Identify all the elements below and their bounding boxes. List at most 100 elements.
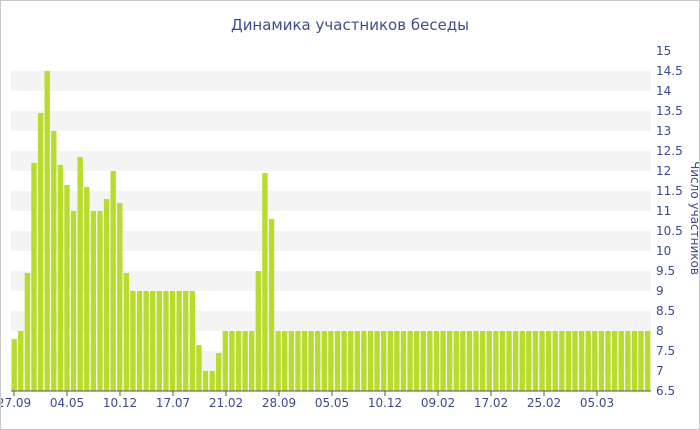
bar [117,203,123,391]
y-tick-label: 6.5 [656,384,675,398]
chart-title: Динамика участников беседы [231,16,469,34]
bar [202,371,209,391]
background-band [11,111,651,131]
bar [123,273,130,391]
x-tick-label: 04.05 [50,396,84,410]
bar [143,291,149,391]
bar [222,331,229,391]
bar [163,291,169,391]
bar [315,331,321,391]
bar [532,331,539,391]
bar [301,331,308,391]
bar [618,331,624,391]
bar [413,331,420,391]
bar [255,271,262,391]
y-tick-label: 12 [656,164,671,178]
bar [407,331,413,391]
x-tick-label: 10.12 [368,396,402,410]
y-tick-label: 10.5 [656,224,683,238]
bar [44,71,50,391]
bar [70,211,77,391]
bar [585,331,591,391]
x-tick-label: 17.02 [474,396,508,410]
x-tick-label: 05.05 [315,396,349,410]
bar [77,157,83,391]
bar [453,331,459,391]
bar [249,331,255,391]
y-tick-label: 8 [656,324,664,338]
bar [493,331,499,391]
bar [440,331,446,391]
bar [506,331,512,391]
y-axis-label: Число участников [688,161,699,275]
bar [262,173,268,391]
x-tick-label: 28.09 [262,396,296,410]
bar [526,331,532,391]
bar [479,331,486,391]
bar [598,331,605,391]
y-tick-label: 12.5 [656,144,683,158]
bar [611,331,618,391]
y-tick-label: 10 [656,244,671,258]
y-tick-label: 9.5 [656,264,675,278]
bar [427,331,433,391]
bar [11,339,17,391]
y-tick-label: 9 [656,284,664,298]
bar [216,353,222,391]
bar [84,187,90,391]
bar [268,219,275,391]
bar [473,331,479,391]
bar [420,331,426,391]
bar [136,291,143,391]
bar [189,291,196,391]
y-tick-label: 11 [656,204,671,218]
x-tick-label: 21.02 [209,396,243,410]
x-tick-label: 27.09 [1,396,31,410]
bar [18,331,24,391]
bar [209,371,215,391]
bar [57,165,64,391]
bar [176,291,182,391]
y-tick-label: 14 [656,84,671,98]
y-tick-label: 7 [656,364,664,378]
bar [103,199,110,391]
bar [341,331,347,391]
bar [552,331,558,391]
bar [512,331,519,391]
bar [466,331,473,391]
y-tick-label: 11.5 [656,184,683,198]
bar [334,331,341,391]
bar [559,331,565,391]
bar [394,331,400,391]
bar [460,331,466,391]
bar [37,113,44,391]
bar [539,331,545,391]
bar [156,291,163,391]
bar [625,331,631,391]
bar [486,331,492,391]
y-tick-label: 15 [656,44,671,58]
bar [97,211,103,391]
bar [361,331,367,391]
bar [499,331,506,391]
x-axis-ticks: 27.09 04.05 10.12 17.07 21.02 28.09 05.05 10.12… [1,391,614,410]
bar [242,331,248,391]
bar [519,331,525,391]
bar [90,211,97,391]
bar [328,331,334,391]
y-axis-ticks: 15 14.5 14 13.5 13 12.5 12 11.5 11 10.5 10 9.5 9 8.5 8… [656,44,683,398]
bar [354,331,360,391]
bar [578,331,585,391]
bar [631,331,638,391]
bar [638,331,644,391]
background-band [11,71,651,91]
bar [130,291,136,391]
bar [282,331,288,391]
bar [183,291,189,391]
x-tick-label: 05.03 [580,396,614,410]
bar [572,331,578,391]
y-tick-label: 7.5 [656,344,675,358]
background-band [11,271,651,291]
bar [545,331,552,391]
